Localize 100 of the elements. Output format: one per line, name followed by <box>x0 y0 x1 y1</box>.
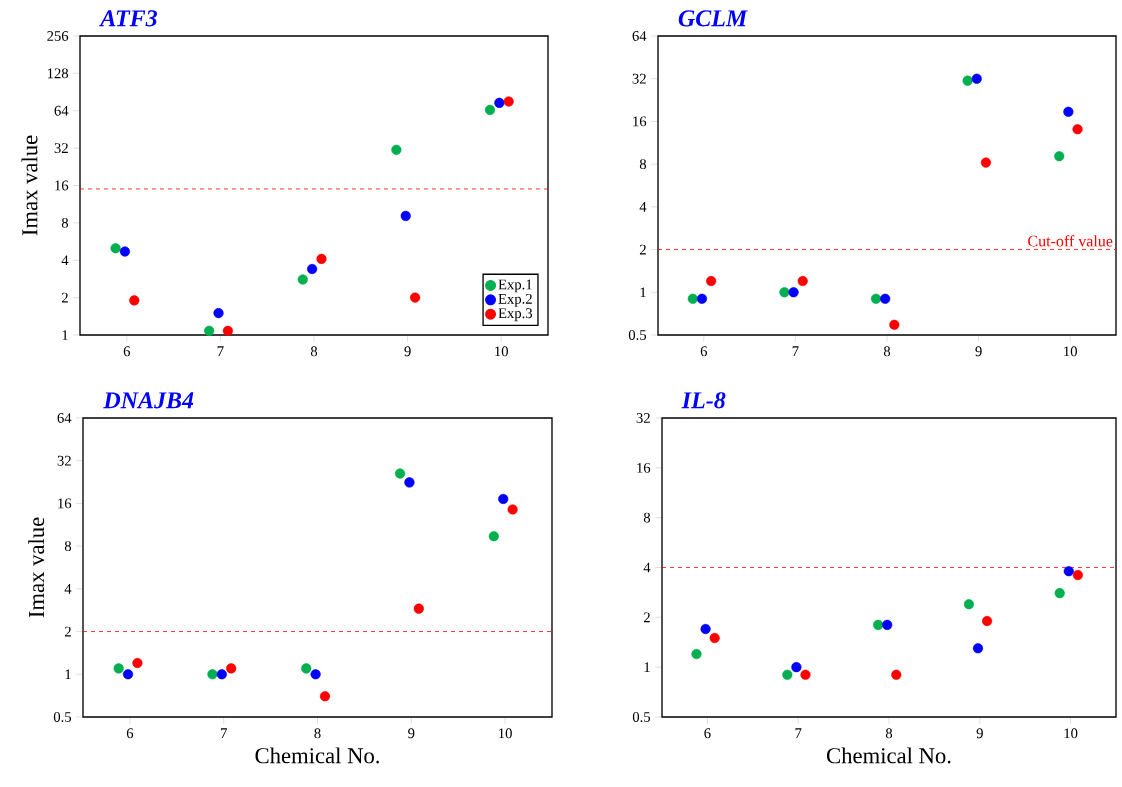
point <box>882 619 893 630</box>
point <box>119 246 130 257</box>
point <box>413 603 424 614</box>
point <box>319 691 331 702</box>
y-tick-label: 0.5 <box>628 330 647 340</box>
y-tick-label: 4 <box>64 584 72 594</box>
point <box>204 325 215 336</box>
point <box>122 669 134 680</box>
point <box>391 144 402 155</box>
y-tick-label: 2 <box>61 292 68 303</box>
y-tick-label: 16 <box>633 116 647 127</box>
x-tick-label: 9 <box>975 346 982 357</box>
point <box>870 293 882 304</box>
point <box>788 287 799 298</box>
point <box>113 663 124 674</box>
point <box>226 663 237 674</box>
y-tick-label: 16 <box>55 180 69 191</box>
legend-label: Exp.3 <box>498 308 533 322</box>
point <box>889 319 900 330</box>
legend-label: Exp.2 <box>498 293 532 307</box>
y-tick-label: 8 <box>61 217 69 228</box>
x-axis-title: Chemical No. <box>255 747 379 764</box>
point <box>1054 151 1065 162</box>
x-axis-title: Chemical No. <box>826 747 951 764</box>
x-tick-label: 6 <box>700 346 708 357</box>
point <box>307 263 318 275</box>
point <box>891 669 902 680</box>
x-tick-label: 6 <box>123 346 131 357</box>
point <box>216 669 227 680</box>
chart-title: IL-8 <box>681 392 726 409</box>
y-axis-title: Imax value <box>28 517 45 618</box>
point <box>782 669 793 680</box>
x-tick-label: 8 <box>314 728 321 739</box>
point <box>880 293 891 304</box>
point <box>222 325 233 336</box>
y-tick-label: 1 <box>62 330 68 340</box>
point <box>213 308 224 319</box>
y-tick-label: 32 <box>57 455 71 466</box>
y-tick-label: 2 <box>639 244 646 255</box>
point <box>1072 124 1083 135</box>
x-tick-label: 9 <box>408 728 415 739</box>
point <box>301 663 312 674</box>
x-tick-label: 8 <box>883 346 891 357</box>
point <box>963 599 974 610</box>
x-tick-label: 10 <box>1064 728 1078 739</box>
y-axis-title: Imax value <box>21 135 38 236</box>
y-tick-label: 4 <box>61 255 69 266</box>
point <box>132 657 143 669</box>
point <box>400 210 411 221</box>
point <box>394 468 406 479</box>
point <box>691 648 702 660</box>
point <box>1072 569 1083 581</box>
y-tick-label: 1 <box>640 287 646 298</box>
point <box>1063 106 1074 117</box>
y-tick-label: 32 <box>636 413 650 423</box>
point <box>503 96 514 107</box>
point <box>962 75 973 86</box>
y-tick-label: 64 <box>57 413 72 423</box>
y-tick-label: 1 <box>644 662 650 672</box>
point <box>797 275 808 287</box>
point <box>709 632 720 644</box>
chart-title: GCLM <box>678 10 748 27</box>
y-tick-label: 4 <box>643 562 651 573</box>
chart-title: ATF3 <box>99 10 158 27</box>
point <box>800 669 811 680</box>
point <box>700 623 711 635</box>
point <box>980 157 991 168</box>
y-tick-label: 16 <box>58 498 72 509</box>
point <box>404 477 415 488</box>
point <box>706 275 717 287</box>
y-tick-label: 16 <box>637 462 651 473</box>
legend-label: Exp.1 <box>498 279 532 293</box>
point <box>310 669 321 680</box>
point <box>971 73 982 84</box>
y-tick-label: 256 <box>47 31 69 41</box>
x-tick-label: 7 <box>795 728 802 738</box>
x-tick-label: 8 <box>310 346 318 357</box>
y-tick-label: 1 <box>65 669 71 680</box>
x-tick-label: 7 <box>217 346 224 356</box>
y-tick-label: 2 <box>64 626 71 637</box>
point <box>791 662 802 673</box>
y-tick-label: 4 <box>639 202 647 212</box>
x-tick-label: 6 <box>704 728 711 739</box>
x-tick-label: 9 <box>404 346 411 357</box>
y-tick-label: 2 <box>643 612 650 623</box>
x-tick-label: 10 <box>1064 346 1077 357</box>
point <box>316 253 327 264</box>
x-tick-label: 10 <box>499 728 512 739</box>
y-tick-label: 64 <box>632 31 647 41</box>
point <box>498 493 509 505</box>
ref-line-label: Cut-off value <box>1028 235 1113 247</box>
point <box>484 104 496 115</box>
x-tick-label: 6 <box>126 728 134 739</box>
y-tick-label: 8 <box>639 159 647 170</box>
x-tick-label: 8 <box>885 728 893 739</box>
y-tick-label: 8 <box>643 512 651 523</box>
point <box>1063 566 1074 577</box>
point <box>488 531 499 542</box>
y-tick-label: 32 <box>54 143 68 154</box>
point <box>779 287 790 298</box>
